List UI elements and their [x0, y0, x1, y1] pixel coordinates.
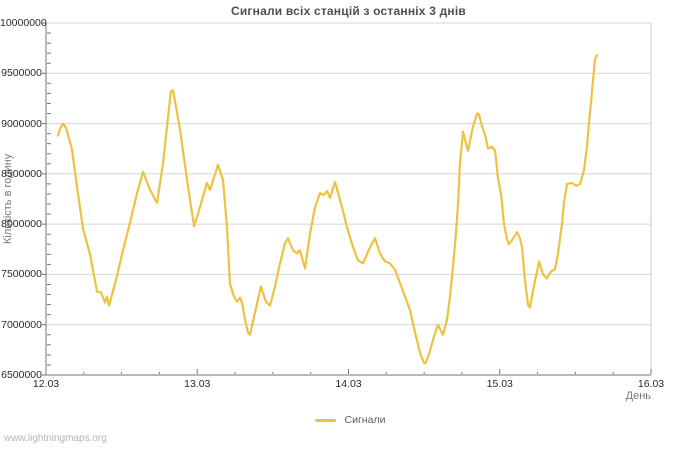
series-line-signals: [56, 54, 599, 364]
y-tick-label: 8500000: [1, 167, 42, 180]
y-tick-label: 6500000: [1, 369, 42, 381]
legend: Сигнали: [0, 413, 700, 427]
y-tick-label: 7000000: [1, 318, 42, 331]
y-tick-label: 9500000: [1, 67, 42, 80]
y-tick-label: 10000000: [0, 17, 47, 29]
x-tick-label: 14.03: [335, 378, 362, 390]
legend-label: Сигнали: [344, 414, 386, 426]
x-tick-label: 15.03: [486, 378, 513, 390]
legend-line-swatch-icon: [314, 418, 336, 422]
y-tick-label: 9000000: [1, 117, 42, 130]
y-tick-label: 7500000: [1, 268, 42, 281]
x-tick-label: 16.03: [637, 378, 665, 390]
chart-title: Сигнали всіх станцій з останніх 3 днів: [230, 4, 466, 18]
x-tick-label: 13.03: [184, 378, 211, 390]
x-axis-title: День: [625, 390, 651, 402]
x-tick-label: 12.03: [32, 378, 60, 390]
watermark: www.lightningmaps.org: [4, 433, 107, 444]
y-tick-label: 8000000: [1, 218, 42, 231]
